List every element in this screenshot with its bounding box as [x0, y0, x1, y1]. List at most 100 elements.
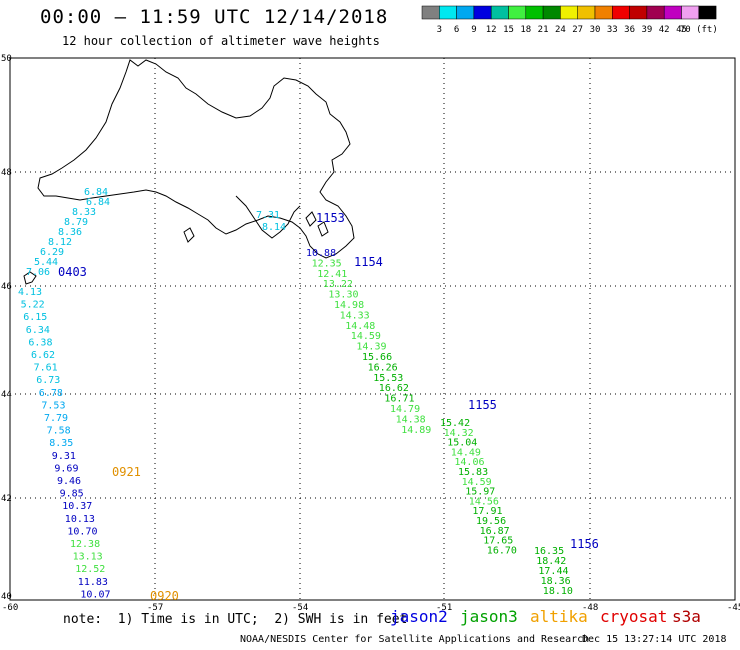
lat-label: 44 — [1, 390, 12, 400]
wave-height-value: 14.59 — [351, 331, 381, 342]
wave-height-value: 6.73 — [36, 375, 60, 386]
scale-label: 6 — [454, 25, 459, 35]
wave-height-value: 10.07 — [80, 589, 110, 600]
sat-cryosat: cryosat — [600, 607, 668, 626]
wave-height-value: 6.34 — [26, 325, 50, 336]
wave-height-value: 15.42 — [440, 418, 470, 429]
wave-height-value: 14.59 — [462, 477, 492, 488]
wave-height-value: 14.33 — [340, 310, 370, 321]
wave-height-value: 16.71 — [384, 394, 414, 405]
wave-height-value: 14.98 — [334, 300, 364, 311]
wave-height-value: 18.42 — [536, 556, 566, 567]
wave-height-value: 12.35 — [312, 258, 342, 269]
wave-height-value: 13.22 — [323, 279, 353, 290]
scale-label: 33 — [607, 25, 618, 35]
wave-height-value: 16.26 — [368, 362, 398, 373]
lon-label: -51 — [436, 603, 452, 613]
pass-time-label: 1154 — [354, 255, 383, 269]
wave-height-value: 6.29 — [40, 247, 64, 258]
sat-altika: altika — [530, 607, 588, 626]
wave-height-value: 14.32 — [444, 428, 474, 439]
coastline — [23, 59, 355, 285]
wave-height-value: 8.14 — [262, 222, 286, 233]
wave-height-value: 17.44 — [538, 566, 568, 577]
lon-label: -45 — [727, 603, 740, 613]
page-title: 00:00 – 11:59 UTC 12/14/2018 — [40, 6, 389, 28]
wave-height-value: 15.83 — [458, 467, 488, 478]
map-frame — [9, 57, 736, 601]
wave-height-value: 10.37 — [62, 501, 92, 512]
wave-height-value: 14.06 — [454, 457, 484, 468]
wave-height-value: 16.87 — [480, 526, 510, 537]
wave-height-value: 10.70 — [67, 526, 97, 537]
scale-label: 45 — [676, 25, 687, 35]
wave-height-value: 14.39 — [356, 342, 386, 353]
pass-time-label: 0403 — [58, 265, 87, 279]
wave-height-value: 15.66 — [362, 352, 392, 363]
wave-height-value: 18.10 — [543, 586, 573, 597]
pass-time-label: 1153 — [316, 211, 345, 225]
scale-label: 15 — [503, 25, 514, 35]
sat-jason3: jason3 — [460, 607, 518, 626]
scale-label: 24 — [555, 25, 566, 35]
wave-height-value: 6.62 — [31, 350, 55, 361]
west-coast-fragment — [23, 271, 37, 285]
pass-time-label: 0921 — [112, 465, 141, 479]
scale-label: 42 — [659, 25, 670, 35]
scale-label: 21 — [538, 25, 549, 35]
wave-height-value: 16.62 — [379, 383, 409, 394]
lon-label: -57 — [147, 603, 163, 613]
wave-height-value: 7.61 — [34, 363, 58, 374]
pass-time-label: 1156 — [570, 537, 599, 551]
wave-height-value: 9.69 — [54, 463, 78, 474]
wave-height-value: 12.41 — [317, 269, 347, 280]
footer-timestamp: Dec 15 13:27:14 UTC 2018 — [582, 634, 727, 645]
sat-s3a: s3a — [672, 607, 701, 626]
wave-height-value: 8.79 — [64, 217, 88, 228]
wave-height-value: 16.35 — [534, 546, 564, 557]
wave-height-value: 6.84 — [84, 187, 108, 198]
scale-swatch — [698, 5, 717, 20]
lon-label: -48 — [582, 603, 598, 613]
wave-height-value: 17.65 — [483, 536, 513, 547]
lat-label: 40 — [1, 592, 12, 602]
wave-height-value: 14.79 — [390, 404, 420, 415]
wave-height-value: 10.13 — [65, 514, 95, 525]
wave-height-value: 13.13 — [73, 552, 103, 563]
scale-label: 3 — [437, 25, 442, 35]
wave-height-value: 6.15 — [23, 312, 47, 323]
wave-height-value: 14.56 — [469, 496, 499, 507]
wave-height-value: 14.48 — [345, 321, 375, 332]
lat-label: 48 — [1, 168, 12, 178]
wave-height-value: 15.97 — [465, 487, 495, 498]
wave-height-value: 6.78 — [39, 388, 63, 399]
lat-label: 50 — [1, 54, 12, 64]
page-subtitle: 12 hour collection of altimeter wave hei… — [62, 34, 380, 48]
scale-label: 18 — [520, 25, 531, 35]
pass-time-label: 1155 — [468, 398, 497, 412]
wave-height-value: 14.49 — [451, 447, 481, 458]
inlet-coastline — [235, 195, 301, 239]
wave-height-value: 14.38 — [396, 414, 426, 425]
sat-jason2: jason2 — [390, 607, 448, 626]
wave-height-value: 8.36 — [58, 227, 82, 238]
wave-height-value: 9.85 — [60, 489, 84, 500]
wave-height-value: 6.84 — [86, 197, 110, 208]
wave-height-value: 15.04 — [447, 438, 477, 449]
wave-height-value: 16.70 — [487, 545, 517, 556]
wave-height-value: 9.31 — [52, 451, 76, 462]
wave-height-value: 15.53 — [373, 373, 403, 384]
wave-height-value: 12.38 — [70, 539, 100, 550]
wave-height-points: 6.846.848.338.798.368.126.295.447.06 0403… — [18, 187, 599, 603]
wave-height-value: 17.91 — [472, 506, 502, 517]
footer-credit: NOAA/NESDIS Center for Satellite Applica… — [240, 634, 590, 645]
wave-height-value: 7.58 — [47, 426, 71, 437]
wave-height-value: 4.13 — [18, 287, 42, 298]
scale-label: 39 — [641, 25, 652, 35]
pass-time-label: 0920 — [150, 589, 179, 603]
lat-label: 42 — [1, 494, 12, 504]
wave-height-value: 5.44 — [34, 257, 58, 268]
